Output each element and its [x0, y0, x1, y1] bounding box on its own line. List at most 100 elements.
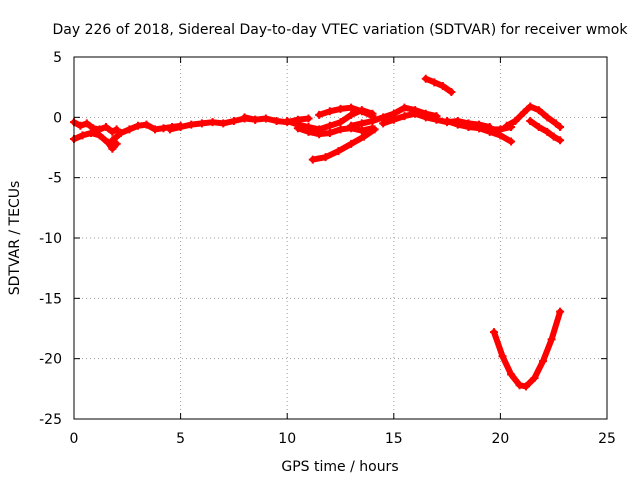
- data-point: [261, 114, 270, 123]
- grid-lines: [74, 57, 607, 419]
- series-track-10: [347, 103, 441, 130]
- y-tick-label: 0: [53, 110, 62, 126]
- series-track-1: [70, 118, 121, 136]
- x-axis-label: GPS time / hours: [281, 459, 398, 475]
- y-tick-label: -10: [39, 231, 62, 247]
- data-point: [368, 116, 377, 125]
- data-point: [76, 121, 85, 130]
- data-point: [551, 119, 560, 128]
- data-point: [443, 116, 452, 125]
- data-point: [272, 116, 281, 125]
- data-point: [507, 137, 516, 146]
- data-point: [125, 125, 134, 134]
- data-point: [293, 124, 302, 133]
- data-point: [112, 139, 121, 148]
- data-point: [108, 144, 117, 153]
- data-point: [543, 127, 552, 136]
- data-point: [370, 125, 379, 134]
- data-point: [534, 106, 543, 115]
- data-point: [421, 74, 430, 83]
- data-point: [507, 370, 516, 379]
- x-tick-label: 15: [385, 431, 403, 447]
- data-point: [357, 126, 366, 135]
- x-tick-label: 25: [598, 431, 616, 447]
- data-point: [133, 121, 142, 130]
- data-point: [547, 335, 556, 344]
- data-point: [325, 129, 334, 138]
- chart-title: Day 226 of 2018, Sidereal Day-to-day VTE…: [53, 22, 629, 38]
- data-point: [526, 102, 535, 111]
- data-point: [334, 147, 343, 156]
- data-point: [336, 125, 345, 134]
- y-axis-label: SDTVAR / TECUs: [7, 181, 23, 296]
- data-point: [116, 129, 125, 138]
- data-point: [543, 113, 552, 122]
- data-point: [511, 116, 520, 125]
- y-tick-label: -25: [39, 412, 62, 428]
- data-point: [336, 118, 345, 127]
- data-point: [87, 129, 96, 138]
- data-point: [400, 112, 409, 121]
- data-point: [534, 122, 543, 131]
- data-point: [453, 120, 462, 129]
- data-point: [95, 131, 104, 140]
- data-point: [539, 357, 548, 366]
- data-point: [347, 139, 356, 148]
- data-point: [485, 127, 494, 136]
- data-point: [283, 116, 292, 125]
- data-point: [187, 120, 196, 129]
- data-point: [151, 125, 160, 134]
- data-point: [389, 115, 398, 124]
- data-point: [82, 119, 91, 128]
- data-point: [321, 153, 330, 162]
- data-point: [502, 121, 511, 130]
- y-tick-label: 5: [53, 50, 62, 66]
- data-point: [530, 373, 539, 382]
- series-line: [422, 75, 455, 95]
- series-track-17: [490, 307, 565, 391]
- data-point: [112, 125, 121, 134]
- data-point: [464, 120, 473, 129]
- data-point: [251, 115, 260, 124]
- data-point: [304, 127, 313, 136]
- data-point: [347, 121, 356, 130]
- data-point: [526, 116, 535, 125]
- series-track-16: [526, 116, 565, 145]
- data-point: [101, 122, 110, 131]
- data-point: [229, 116, 238, 125]
- data-point: [438, 81, 447, 90]
- series-track-8: [315, 103, 377, 121]
- data-point: [475, 124, 484, 133]
- data-point: [556, 122, 565, 131]
- x-tick-label: 0: [70, 431, 79, 447]
- data-point: [219, 119, 228, 128]
- data-point: [159, 124, 168, 133]
- data-point: [176, 122, 185, 131]
- data-point: [430, 78, 439, 87]
- data-point: [357, 119, 366, 128]
- series-track-12: [421, 74, 456, 96]
- x-tick-label: 20: [491, 431, 509, 447]
- data-point: [496, 131, 505, 140]
- data-point: [315, 130, 324, 139]
- data-point: [142, 120, 151, 129]
- y-tick-label: -15: [39, 291, 62, 307]
- y-tick-label: -5: [48, 171, 62, 187]
- data-series: [70, 74, 565, 391]
- data-point: [411, 109, 420, 118]
- data-point: [421, 113, 430, 122]
- data-point: [519, 108, 528, 117]
- series-track-3: [108, 120, 185, 145]
- series-track-9: [308, 125, 379, 164]
- data-point: [359, 132, 368, 141]
- data-point: [357, 107, 366, 116]
- data-point: [556, 307, 565, 316]
- data-point: [379, 119, 388, 128]
- data-point: [447, 87, 456, 96]
- series-track-14: [464, 120, 516, 146]
- data-point: [515, 381, 524, 390]
- data-point: [400, 103, 409, 112]
- data-point: [325, 121, 334, 130]
- x-tick-label: 5: [176, 431, 185, 447]
